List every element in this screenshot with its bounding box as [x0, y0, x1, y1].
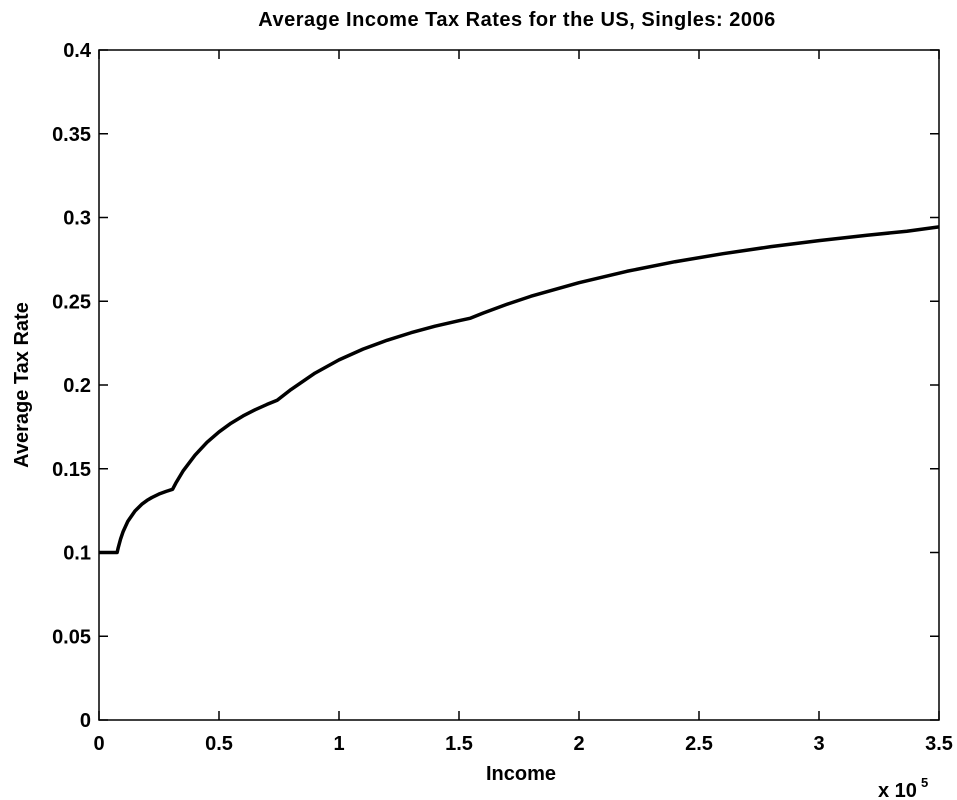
y-tick-label: 0.25 — [52, 291, 91, 313]
y-tick-label: 0 — [80, 710, 91, 732]
y-tick-label: 0.3 — [63, 208, 91, 230]
y-tick-label: 0.2 — [63, 375, 91, 397]
x-tick-label: 1 — [333, 733, 344, 755]
x-axis-label: Income — [486, 763, 556, 785]
y-axis-ticks: 0 0.05 0.1 0.15 0.2 0.25 0.3 0.35 0.4 — [52, 40, 939, 732]
y-tick-label: 0.05 — [52, 626, 91, 648]
y-tick-label: 0.1 — [63, 543, 91, 565]
x-axis-ticks: 0 0.5 1 1.5 2 2.5 3 3.5 — [93, 50, 953, 755]
y-tick-label: 0.35 — [52, 124, 91, 146]
x-axis-multiplier-base: x 10 — [878, 780, 917, 800]
y-tick-label: 0.15 — [52, 459, 91, 481]
chart-title: Average Income Tax Rates for the US, Sin… — [258, 9, 775, 31]
x-axis-multiplier: x 10 5 — [878, 775, 928, 800]
x-tick-label: 2 — [573, 733, 584, 755]
x-tick-label: 3 — [813, 733, 824, 755]
y-axis-label: Average Tax Rate — [11, 302, 33, 468]
x-tick-label: 1.5 — [445, 733, 473, 755]
y-tick-label: 0.4 — [63, 40, 92, 62]
plot-area — [98, 49, 940, 721]
x-tick-label: 0.5 — [205, 733, 233, 755]
series-line — [99, 225, 940, 555]
x-tick-label: 3.5 — [925, 733, 953, 755]
x-tick-label: 0 — [93, 733, 104, 755]
x-tick-label: 2.5 — [685, 733, 713, 755]
x-axis-multiplier-exponent: 5 — [921, 775, 928, 790]
